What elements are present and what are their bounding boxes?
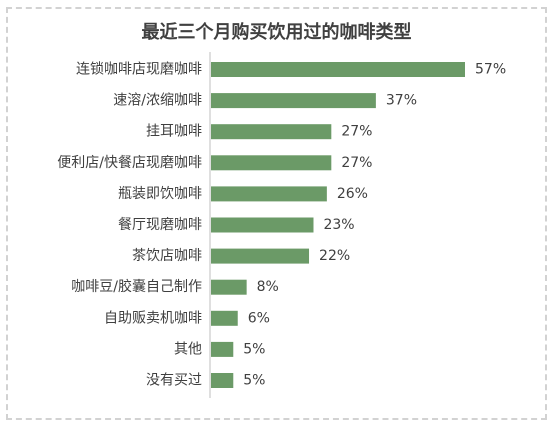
bar-4 [211, 186, 327, 202]
bar-2 [211, 124, 332, 140]
category-labels: 连锁咖啡店现磨咖啡速溶/浓缩咖啡挂耳咖啡便利店/快餐店现磨咖啡瓶装即饮咖啡餐厅现… [57, 62, 202, 389]
bar-0 [211, 62, 465, 77]
value-label-7: 8% [257, 279, 279, 295]
category-label-5: 餐厅现磨咖啡 [118, 217, 202, 233]
category-label-7: 咖啡豆/胶囊自己制作 [71, 278, 202, 295]
value-label-2: 27% [341, 124, 372, 140]
value-label-8: 6% [248, 310, 270, 326]
bar-1 [211, 93, 376, 109]
category-label-9: 其他 [174, 341, 202, 357]
value-label-4: 26% [337, 186, 368, 202]
category-label-0: 连锁咖啡店现磨咖啡 [76, 62, 202, 78]
chart-title: 最近三个月购买饮用过的咖啡类型 [141, 22, 412, 43]
bar-8 [211, 310, 238, 326]
value-label-9: 5% [243, 341, 265, 357]
bar-7 [211, 279, 247, 295]
bar-9 [211, 341, 234, 357]
category-label-2: 挂耳咖啡 [146, 124, 202, 140]
value-label-6: 22% [319, 248, 350, 264]
category-label-1: 速溶/浓缩咖啡 [113, 93, 202, 109]
chart-frame [6, 7, 547, 420]
bar-5 [211, 217, 314, 233]
bar-10 [211, 373, 234, 388]
category-label-8: 自助贩卖机咖啡 [104, 310, 202, 326]
category-label-10: 没有买过 [146, 373, 202, 389]
bar-6 [211, 248, 310, 264]
value-labels: 57% 37% 27% 27% 26% 23% 22% 8% 6% 5% 5% [243, 62, 506, 389]
bar-3 [211, 155, 332, 171]
value-label-3: 27% [341, 155, 372, 171]
category-label-4: 瓶装即饮咖啡 [118, 186, 202, 202]
value-label-0: 57% [475, 62, 506, 78]
value-label-5: 23% [323, 217, 354, 233]
bars-group [211, 62, 465, 388]
category-label-6: 茶饮店咖啡 [132, 248, 202, 264]
category-label-3: 便利店/快餐店现磨咖啡 [57, 155, 202, 171]
value-label-10: 5% [243, 373, 265, 389]
value-label-1: 37% [386, 93, 417, 109]
